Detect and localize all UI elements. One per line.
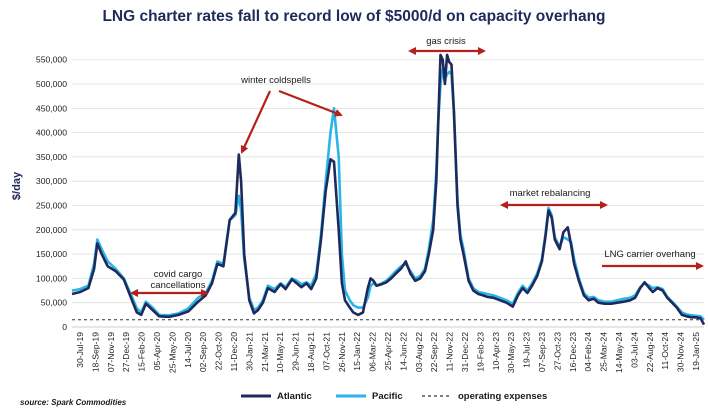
annotation-rebalancing: market rebalancing bbox=[500, 188, 608, 209]
y-tick-label: 450,000 bbox=[36, 103, 67, 113]
annotation-covid-line2: cancellations bbox=[151, 280, 206, 291]
x-tick-label: 03-Aug-22 bbox=[414, 332, 424, 372]
y-tick-label: 200,000 bbox=[36, 225, 67, 235]
y-tick-label: 0 bbox=[62, 322, 67, 332]
x-tick-label: 26-Nov-21 bbox=[337, 332, 347, 372]
grid-lines bbox=[72, 59, 704, 304]
x-tick-label: 10-Apr-23 bbox=[491, 332, 501, 370]
x-tick-label: 30-Nov-24 bbox=[676, 332, 686, 372]
y-tick-label: 150,000 bbox=[36, 249, 67, 259]
x-axis-ticks: 30-Jul-19 18-Sep-19 07-Nov-19 27-Dec-19 15-F… bbox=[75, 332, 701, 373]
x-tick-label: 25-Apr-22 bbox=[383, 332, 393, 370]
legend-atlantic-label: Atlantic bbox=[277, 391, 312, 402]
x-tick-label: 11-Nov-22 bbox=[445, 332, 455, 372]
x-tick-label: 19-Feb-23 bbox=[475, 332, 485, 372]
x-tick-label: 07-Nov-19 bbox=[106, 332, 116, 372]
x-tick-label: 07-Oct-21 bbox=[321, 332, 331, 370]
x-tick-label: 30-Jul-19 bbox=[75, 332, 85, 368]
legend-opex-label: operating expenses bbox=[458, 391, 547, 402]
y-axis-label: $/day bbox=[11, 171, 23, 200]
x-tick-label: 27-Oct-23 bbox=[552, 332, 562, 370]
annotation-covid-line1: covid cargo bbox=[154, 269, 203, 280]
annotation-winter-label: winter coldspells bbox=[240, 75, 311, 86]
x-tick-label: 22-Sep-22 bbox=[429, 332, 439, 372]
x-tick-label: 02-Sep-20 bbox=[198, 332, 208, 372]
x-tick-label: 15-Feb-20 bbox=[137, 332, 147, 372]
annotation-winter-arrow-left bbox=[240, 90, 271, 154]
x-tick-label: 06-Mar-22 bbox=[368, 332, 378, 372]
x-tick-label: 05-Apr-20 bbox=[152, 332, 162, 370]
x-tick-label: 30-Jan-21 bbox=[244, 332, 254, 371]
x-tick-label: 25-Mar-24 bbox=[599, 332, 609, 372]
x-tick-label: 15-Jan-22 bbox=[352, 332, 362, 371]
source-note: source: Spark Commodities bbox=[20, 398, 127, 407]
x-tick-label: 11-Dec-20 bbox=[229, 332, 239, 372]
x-tick-label: 07-Sep-23 bbox=[537, 332, 547, 372]
x-tick-label: 19-Jul-23 bbox=[522, 332, 532, 368]
x-tick-label: 18-Sep-19 bbox=[90, 332, 100, 372]
annotation-overhang: LNG carrier overhang bbox=[602, 249, 704, 270]
chart-title: LNG charter rates fall to record low of … bbox=[102, 8, 605, 25]
annotation-overhang-label: LNG carrier overhang bbox=[604, 249, 695, 260]
x-tick-label: 25-May-20 bbox=[167, 332, 177, 373]
x-tick-label: 11-Oct-24 bbox=[660, 332, 670, 370]
y-tick-label: 300,000 bbox=[36, 176, 67, 186]
y-tick-label: 550,000 bbox=[36, 55, 67, 65]
y-tick-label: 100,000 bbox=[36, 273, 67, 283]
legend: Atlantic Pacific operating expenses bbox=[241, 391, 547, 402]
x-tick-label: 22-Aug-24 bbox=[645, 332, 655, 372]
annotation-rebalancing-label: market rebalancing bbox=[510, 188, 591, 199]
annotation-winter-arrow-right bbox=[278, 89, 343, 117]
x-tick-label: 14-May-24 bbox=[614, 332, 624, 373]
x-tick-label: 21-Mar-21 bbox=[260, 332, 270, 372]
annotation-winter: winter coldspells bbox=[240, 75, 343, 154]
annotation-covid: covid cargo cancellations bbox=[130, 269, 209, 297]
annotation-gas-crisis: gas crisis bbox=[408, 36, 486, 55]
x-tick-label: 18-Aug-21 bbox=[306, 332, 316, 372]
x-tick-label: 19-Jan-25 bbox=[691, 332, 701, 371]
series-lines bbox=[71, 53, 706, 326]
x-tick-label: 29-Jun-21 bbox=[291, 332, 301, 371]
y-axis-ticks: 0 50,000 100,000 150,000 200,000 250,000 300,0… bbox=[36, 55, 67, 332]
x-tick-label: 27-Dec-19 bbox=[121, 332, 131, 372]
annotation-gas-label: gas crisis bbox=[426, 36, 466, 47]
series-line-pacific bbox=[71, 68, 705, 321]
y-tick-label: 500,000 bbox=[36, 79, 67, 89]
x-tick-label: 10-May-21 bbox=[275, 332, 285, 373]
y-tick-label: 250,000 bbox=[36, 201, 67, 211]
series-line-atlantic bbox=[71, 53, 706, 326]
x-tick-label: 31-Dec-22 bbox=[460, 332, 470, 372]
x-tick-label: 14-Jun-22 bbox=[398, 332, 408, 371]
x-tick-label: 04-Feb-24 bbox=[583, 332, 593, 372]
x-tick-label: 14-Jul-20 bbox=[183, 332, 193, 368]
y-tick-label: 400,000 bbox=[36, 128, 67, 138]
legend-pacific-label: Pacific bbox=[372, 391, 403, 402]
x-tick-label: 22-Oct-20 bbox=[214, 332, 224, 370]
x-tick-label: 30-May-23 bbox=[506, 332, 516, 373]
y-tick-label: 350,000 bbox=[36, 152, 67, 162]
x-tick-label: 03-Jul-24 bbox=[629, 332, 639, 368]
y-tick-label: 50,000 bbox=[41, 298, 68, 308]
x-tick-label: 16-Dec-23 bbox=[568, 332, 578, 372]
